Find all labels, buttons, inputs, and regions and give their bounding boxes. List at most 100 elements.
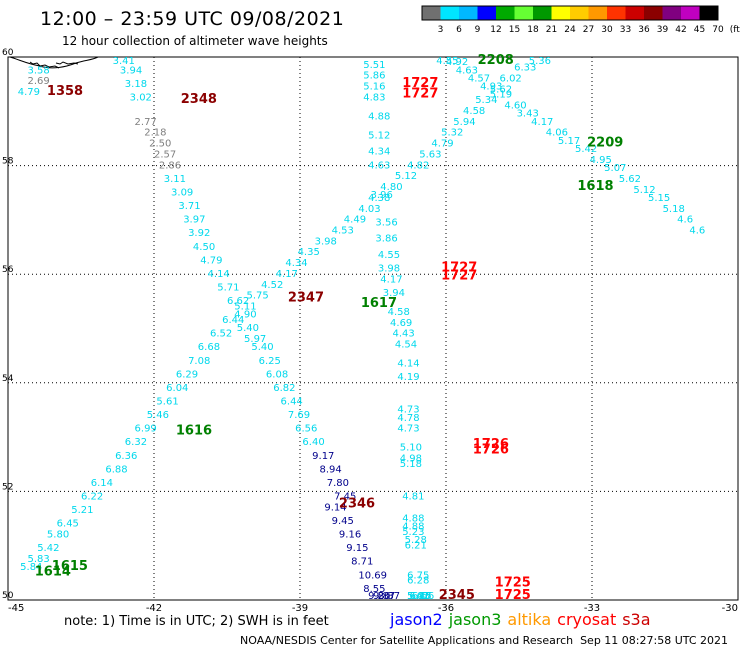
swh-value: 3.02 <box>130 92 152 103</box>
pass-time-label: 1615 <box>52 559 88 574</box>
swh-value: 4.79 <box>431 139 453 150</box>
generated-timestamp: Sep 11 08:27:58 UTC 2021 <box>580 634 728 647</box>
swh-value: 6.17 <box>410 591 432 602</box>
swh-value: 5.42 <box>37 543 59 554</box>
pass-time-label: 2345 <box>439 588 475 603</box>
swh-value: 4.43 <box>392 329 414 340</box>
x-tick-label: -39 <box>292 603 308 614</box>
colorbar-label: 30 <box>601 25 613 35</box>
legend-entry: jason3 <box>448 610 502 629</box>
swh-value: 4.90 <box>234 310 256 321</box>
swh-value: 6.52 <box>210 329 232 340</box>
swh-value: 6.33 <box>514 63 536 74</box>
x-tick-label: -33 <box>584 603 600 614</box>
swh-value: 6.45 <box>57 519 79 530</box>
swh-value: 5.75 <box>246 291 268 302</box>
swh-value: 5.34 <box>475 95 497 106</box>
swh-value: 8.87 <box>378 591 400 602</box>
swh-value: 4.55 <box>436 56 458 67</box>
swh-value: 4.58 <box>463 106 485 117</box>
swh-value: 4.49 <box>344 215 366 226</box>
swh-value: 5.71 <box>217 282 239 293</box>
y-tick-label: 56 <box>2 265 14 275</box>
y-tick-label: 58 <box>2 157 14 167</box>
swh-value: 4.73 <box>397 424 419 435</box>
swh-value: 6.44 <box>222 315 244 326</box>
swh-value: 6.88 <box>105 464 127 475</box>
pass-time-label: 1617 <box>361 296 397 311</box>
swh-value: 4.98 <box>400 454 422 465</box>
swh-value: 3.43 <box>517 109 539 120</box>
swh-value: 9.17 <box>312 451 334 462</box>
swh-value: 5.51 <box>363 60 385 71</box>
swh-value: 6.14 <box>91 478 113 489</box>
footer-legend: note: 1) Time is in UTC; 2) SWH is in fe… <box>64 610 651 629</box>
colorbar-label: 6 <box>456 25 462 35</box>
swh-value: 2.50 <box>149 139 171 150</box>
swh-value: 6.02 <box>500 73 522 84</box>
swh-value: 5.15 <box>648 193 670 204</box>
swh-value: 6.28 <box>407 576 429 587</box>
swh-value: 5.23 <box>402 527 424 538</box>
colorbar-label: 15 <box>509 25 520 35</box>
swh-value: 6.56 <box>295 424 317 435</box>
swh-value: 4.81 <box>402 492 424 503</box>
swh-value: 3.41 <box>113 56 135 67</box>
swh-value: 4.34 <box>368 147 390 158</box>
swh-value: 4.58 <box>388 307 410 318</box>
swh-value: 5.84 <box>20 562 42 573</box>
swh-value: 3.56 <box>375 217 397 228</box>
colorbar-label: 33 <box>620 25 631 35</box>
swh-value: 6.04 <box>166 383 188 394</box>
pass-time-label: 1725 <box>495 588 531 603</box>
swh-value: 3.96 <box>371 190 393 201</box>
pass-time-label: 1725 <box>495 575 531 590</box>
units-note: note: 1) Time is in UTC; 2) SWH is in fe… <box>64 614 329 629</box>
swh-value: 4.57 <box>468 73 490 84</box>
swh-value: 9.87 <box>373 591 395 602</box>
swh-value: 4.88 <box>368 111 390 122</box>
swh-value: 10.69 <box>358 570 387 581</box>
colorbar-label: 45 <box>694 25 705 35</box>
swh-value: 6.68 <box>198 342 220 353</box>
pass-time-label: 2347 <box>288 290 324 305</box>
swh-value: 8.71 <box>351 557 373 568</box>
swh-value: 2.69 <box>27 76 49 87</box>
swh-value: 4.60 <box>504 101 526 112</box>
plot-frame <box>7 56 739 601</box>
swh-value: 4.88 <box>402 521 424 532</box>
x-tick-label: -36 <box>438 603 454 614</box>
swh-value: 5.62 <box>490 84 512 95</box>
colorbar-label: 70 <box>712 25 724 35</box>
swh-value: 3.58 <box>27 65 49 76</box>
swh-value: 5.46 <box>147 410 169 421</box>
swh-value: 6.40 <box>302 437 324 448</box>
y-tick-label: 54 <box>2 374 14 384</box>
swh-value: 4.82 <box>407 160 429 171</box>
colorbar-label: 42 <box>675 25 686 35</box>
swh-value: 8.55 <box>363 584 385 595</box>
colorbar-swatch <box>625 6 644 20</box>
swh-value: 5.10 <box>400 443 422 454</box>
swh-value: 3.11 <box>164 174 186 185</box>
legend-entry: cryosat <box>557 610 616 629</box>
swh-value: 9.14 <box>324 502 346 513</box>
swh-value: 6.56 <box>412 591 434 602</box>
swh-value: 3.94 <box>120 65 142 76</box>
swh-value: 5.40 <box>237 323 259 334</box>
swh-value: 7.08 <box>188 356 210 367</box>
colorbar-swatch <box>514 6 533 20</box>
colorbar-swatch <box>422 6 441 20</box>
swh-value: 5.32 <box>441 128 463 139</box>
colorbar-swatch <box>496 6 515 20</box>
swh-value: 6.32 <box>125 437 147 448</box>
swh-value: 3.18 <box>125 79 147 90</box>
swh-value: 6.25 <box>259 356 281 367</box>
x-axis-ticks: -45 -42 -39 -36 -33 -30 <box>8 603 738 614</box>
swh-value: 6.44 <box>281 397 303 408</box>
swh-value: 3.71 <box>178 201 200 212</box>
swh-value: 3.94 <box>383 288 405 299</box>
